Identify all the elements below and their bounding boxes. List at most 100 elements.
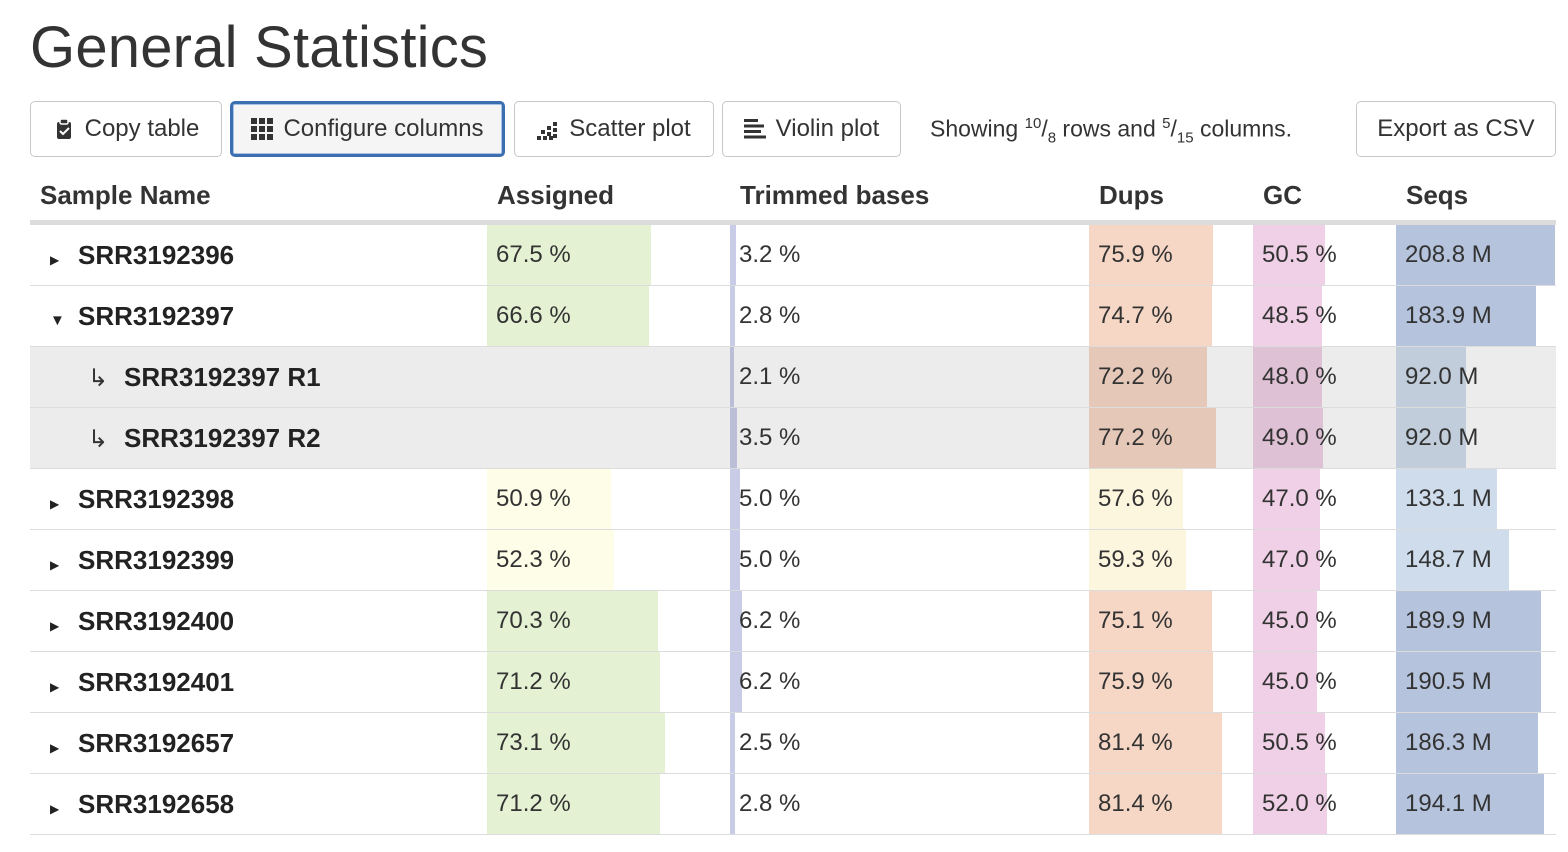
seqs-bar xyxy=(1396,225,1556,285)
gc-cell: 45.0 % xyxy=(1253,590,1396,652)
sample-name-label: SRR3192397 R2 xyxy=(124,422,321,453)
showing-summary: Showing 10/8 rows and 5/15 columns. xyxy=(930,115,1293,147)
gc-value: 47.0 % xyxy=(1262,546,1337,573)
dups-bar xyxy=(1089,408,1216,468)
gc-value: 48.0 % xyxy=(1262,363,1337,390)
trimmed-bar xyxy=(730,286,736,346)
seqs-cell: 194.1 M xyxy=(1396,773,1556,835)
seqs-cell: 92.0 M xyxy=(1396,407,1556,469)
gc-bar xyxy=(1253,408,1324,468)
scatter-plot-button[interactable]: Scatter plot xyxy=(514,101,714,157)
assigned-value: 70.3 % xyxy=(496,607,571,634)
trimmed-cell: 6.2 % xyxy=(730,651,1089,713)
trimmed-value: 2.8 % xyxy=(739,302,801,329)
column-header-seqs[interactable]: Seqs xyxy=(1396,170,1556,225)
sample-name-cell: ▶ SRR3192399 xyxy=(30,529,487,591)
page-title: General Statistics xyxy=(30,15,489,80)
seqs-cell: 92.0 M xyxy=(1396,346,1556,408)
sample-name-cell: ▶ SRR3192658 xyxy=(30,773,487,835)
sample-name-label: SRR3192397 R1 xyxy=(124,361,321,392)
sample-name-label: SRR3192401 xyxy=(78,666,235,697)
assigned-value: 71.2 % xyxy=(496,668,571,695)
caret-right-icon[interactable]: ▶ xyxy=(50,618,60,633)
dups-cell: 74.7 % xyxy=(1089,285,1253,347)
column-header-dups[interactable]: Dups xyxy=(1089,170,1253,225)
caret-right-icon[interactable]: ▶ xyxy=(50,740,60,755)
dups-bar xyxy=(1089,652,1214,712)
dups-value: 75.1 % xyxy=(1098,607,1173,634)
configure-columns-button[interactable]: Configure columns xyxy=(230,101,505,157)
dups-cell: 77.2 % xyxy=(1089,407,1253,469)
seqs-cell: 186.3 M xyxy=(1396,712,1556,774)
column-header-gc[interactable]: GC xyxy=(1253,170,1396,225)
dups-cell: 75.9 % xyxy=(1089,222,1253,286)
seqs-bar xyxy=(1396,774,1544,834)
child-arrow-icon: ↳ xyxy=(88,364,109,392)
assigned-cell: 52.3 % xyxy=(487,529,730,591)
gc-cell: 48.0 % xyxy=(1253,346,1396,408)
seqs-value: 148.7 M xyxy=(1405,546,1492,573)
sample-name-cell: ▶ SRR3192401 xyxy=(30,651,487,713)
caret-down-icon[interactable]: ▼ xyxy=(50,311,65,329)
caret-right-icon[interactable]: ▶ xyxy=(50,801,60,816)
dups-value: 81.4 % xyxy=(1098,729,1173,756)
dups-bar xyxy=(1089,530,1187,590)
violin-plot-button[interactable]: Violin plot xyxy=(722,101,901,157)
gc-bar xyxy=(1253,530,1321,590)
assigned-cell: 67.5 % xyxy=(487,222,730,286)
export-csv-button[interactable]: Export as CSV xyxy=(1356,101,1556,157)
assigned-cell: 73.1 % xyxy=(487,712,730,774)
sample-name-cell: ▼ SRR3192397 xyxy=(30,285,487,347)
sample-name-cell: ▶ SRR3192400 xyxy=(30,590,487,652)
dups-value: 72.2 % xyxy=(1098,363,1173,390)
seqs-value: 190.5 M xyxy=(1405,668,1492,695)
configure-columns-label: Configure columns xyxy=(283,115,484,142)
sample-name: ▶ SRR3192658 xyxy=(30,789,487,820)
table-row: ▶ SRR3192398 50.9 % 5.0 % 57.6 % 47.0 % 133.1 … xyxy=(30,468,1556,530)
caret-right-icon[interactable]: ▶ xyxy=(50,496,60,511)
seqs-bar xyxy=(1396,530,1510,590)
caret-right-icon[interactable]: ▶ xyxy=(50,679,60,694)
gc-bar xyxy=(1253,774,1328,834)
copy-table-button[interactable]: Copy table xyxy=(30,101,222,157)
trimmed-value: 2.1 % xyxy=(739,363,801,390)
seqs-value: 133.1 M xyxy=(1405,485,1492,512)
trimmed-value: 6.2 % xyxy=(739,607,801,634)
gc-value: 52.0 % xyxy=(1262,790,1337,817)
caret-right-icon[interactable]: ▶ xyxy=(50,557,60,572)
gc-cell: 45.0 % xyxy=(1253,651,1396,713)
sample-name-label: SRR3192657 xyxy=(78,727,235,758)
seqs-cell: 133.1 M xyxy=(1396,468,1556,530)
sample-name-cell: ▶ SRR3192396 xyxy=(30,222,487,286)
assigned-value: 66.6 % xyxy=(496,302,571,329)
trimmed-value: 6.2 % xyxy=(739,668,801,695)
gc-value: 45.0 % xyxy=(1262,668,1337,695)
assigned-cell xyxy=(487,346,730,408)
seqs-value: 194.1 M xyxy=(1405,790,1492,817)
column-header-assigned[interactable]: Assigned xyxy=(487,170,730,225)
dups-cell: 57.6 % xyxy=(1089,468,1253,530)
dups-cell: 59.3 % xyxy=(1089,529,1253,591)
column-header-sample-name[interactable]: Sample Name xyxy=(30,170,487,225)
gc-cell: 48.5 % xyxy=(1253,285,1396,347)
gc-bar xyxy=(1253,286,1323,346)
seqs-bar xyxy=(1396,469,1498,529)
seqs-value: 189.9 M xyxy=(1405,607,1492,634)
grid-icon xyxy=(251,118,274,140)
trimmed-cell: 5.0 % xyxy=(730,529,1089,591)
dups-cell: 75.1 % xyxy=(1089,590,1253,652)
seqs-bar xyxy=(1396,408,1467,468)
dups-bar xyxy=(1089,347,1208,407)
assigned-value: 50.9 % xyxy=(496,485,571,512)
sample-name-cell: ↳ SRR3192397 R2 xyxy=(30,407,487,469)
assigned-bar xyxy=(487,225,652,285)
seqs-bar xyxy=(1396,286,1537,346)
assigned-bar xyxy=(487,713,665,773)
column-header-trimmed-bases[interactable]: Trimmed bases xyxy=(730,170,1089,225)
trimmed-bar xyxy=(730,713,735,773)
caret-right-icon[interactable]: ▶ xyxy=(50,252,60,267)
seqs-value: 92.0 M xyxy=(1405,424,1479,451)
assigned-cell: 66.6 % xyxy=(487,285,730,347)
dups-cell: 81.4 % xyxy=(1089,712,1253,774)
